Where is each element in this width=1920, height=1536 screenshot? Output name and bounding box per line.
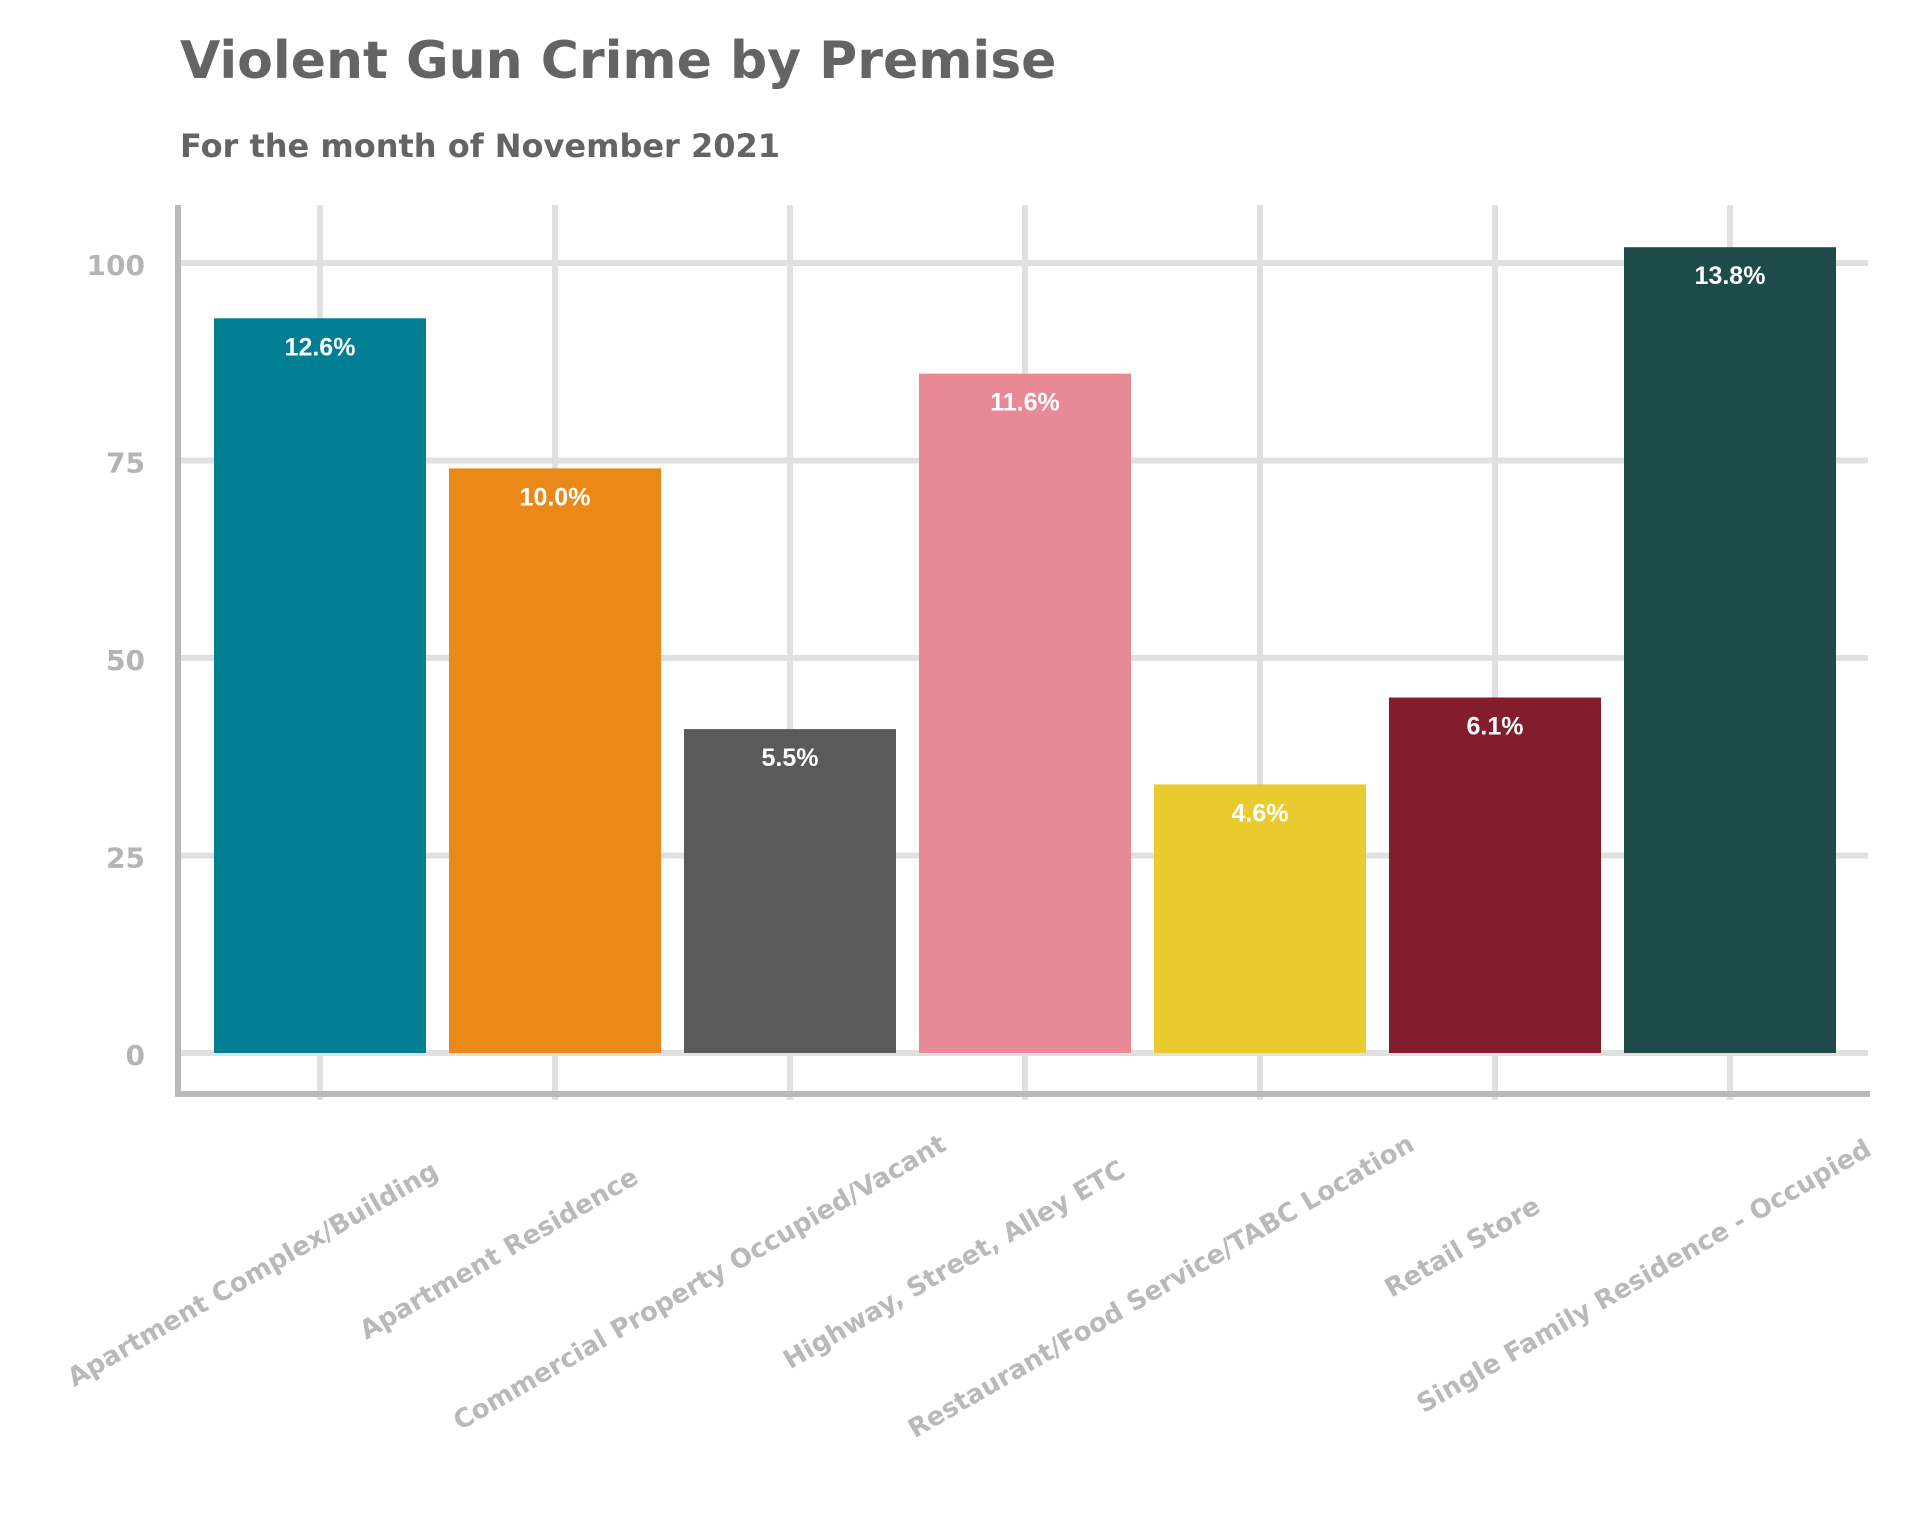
y-tick-label: 100 bbox=[87, 249, 145, 282]
data-label: 13.8% bbox=[1695, 262, 1766, 290]
y-tick-label: 25 bbox=[106, 842, 145, 875]
data-label: 4.6% bbox=[1232, 799, 1289, 827]
bar bbox=[684, 729, 896, 1053]
y-tick-label: 50 bbox=[106, 644, 145, 677]
data-label: 11.6% bbox=[990, 389, 1060, 417]
x-tick-label: Single Family Residence - Occupied bbox=[1412, 1134, 1876, 1419]
bar bbox=[1389, 697, 1601, 1053]
bars bbox=[214, 247, 1836, 1054]
bar bbox=[1624, 247, 1836, 1053]
data-label: 5.5% bbox=[762, 744, 819, 772]
bar bbox=[1154, 784, 1366, 1053]
chart-title: Violent Gun Crime by Premise bbox=[180, 31, 1056, 91]
data-label: 10.0% bbox=[520, 483, 591, 511]
bar bbox=[919, 373, 1131, 1054]
x-tick-label: Restaurant/Food Service/TABC Location bbox=[903, 1129, 1419, 1444]
data-label: 12.6% bbox=[285, 333, 356, 361]
x-tick-label: Apartment Complex/Building bbox=[63, 1156, 444, 1393]
data-label: 6.1% bbox=[1467, 713, 1524, 741]
bar bbox=[214, 318, 426, 1053]
y-tick-label: 75 bbox=[106, 447, 145, 480]
y-tick-label: 0 bbox=[126, 1039, 145, 1072]
x-tick-label: Retail Store bbox=[1380, 1191, 1546, 1304]
axes bbox=[175, 205, 1870, 1097]
bar bbox=[449, 468, 661, 1053]
y-tick-labels: 0 25 50 75 100 bbox=[87, 249, 145, 1072]
chart-subtitle: For the month of November 2021 bbox=[180, 127, 780, 165]
data-labels: 12.6% 10.0% 5.5% 11.6% 4.6% 6.1% 13.8% bbox=[285, 262, 1766, 827]
x-tick-label: Commercial Property Occupied/Vacant bbox=[448, 1129, 951, 1437]
